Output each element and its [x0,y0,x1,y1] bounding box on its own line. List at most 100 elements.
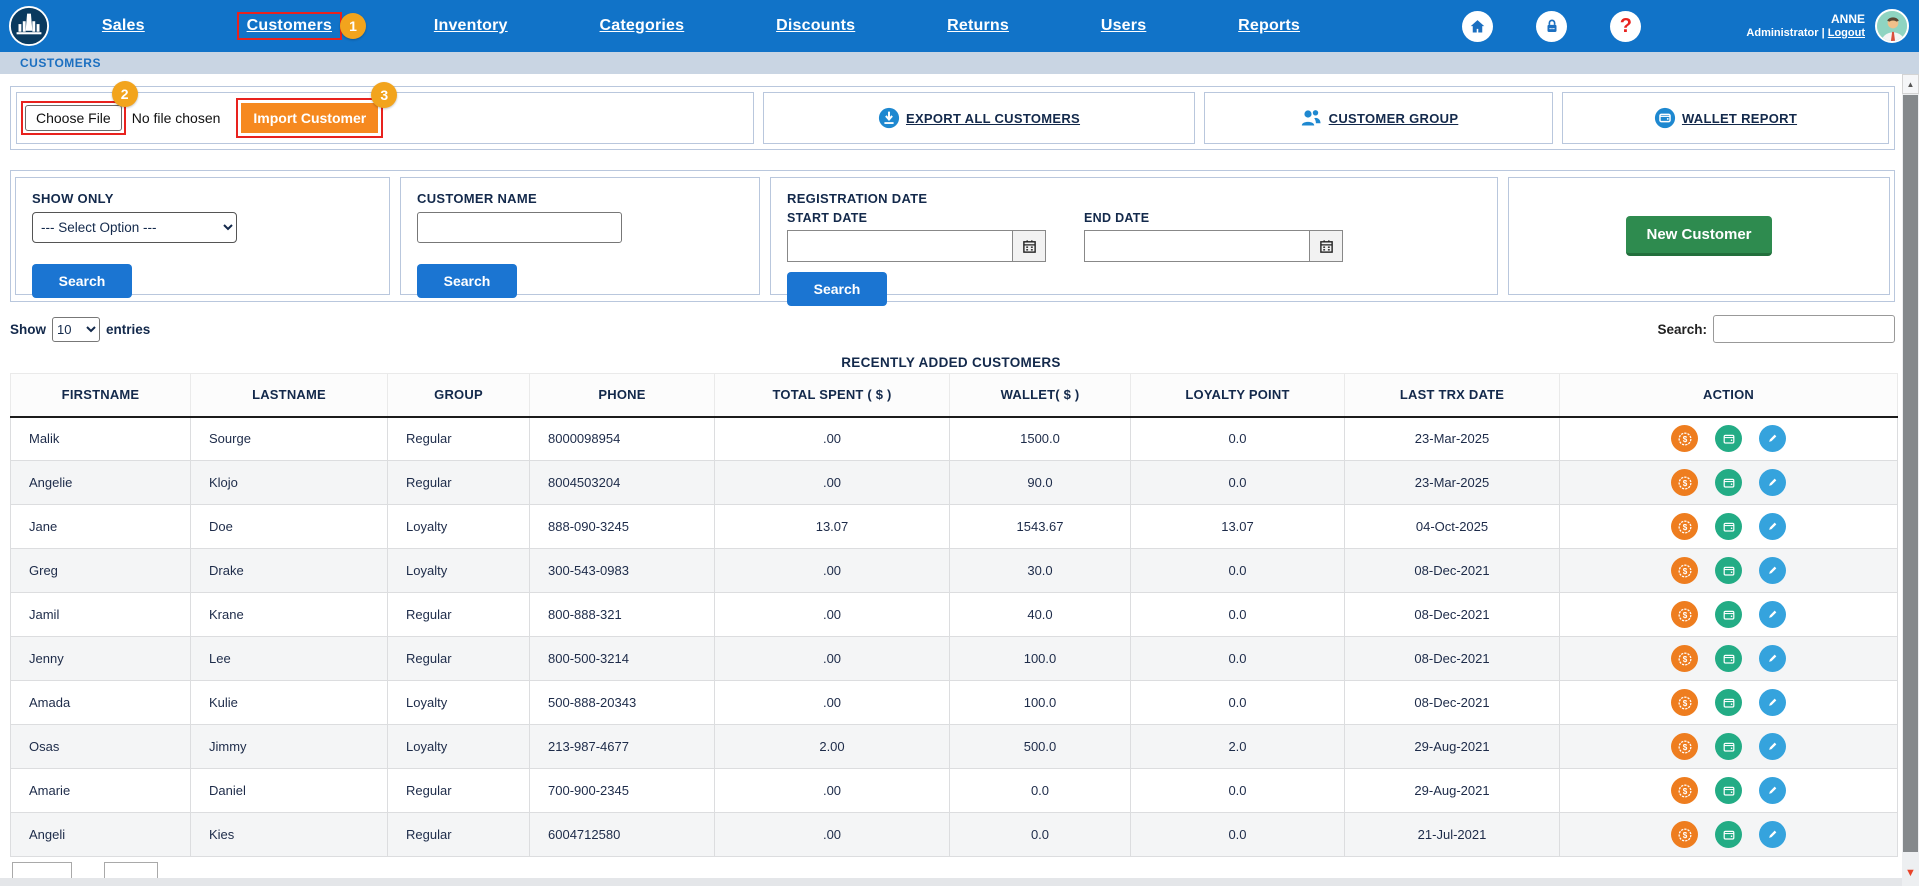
import-customer-button[interactable]: Import Customer [241,103,379,133]
cell-phone: 700-900-2345 [529,768,715,813]
customer-group-link[interactable]: CUSTOMER GROUP [1299,106,1459,130]
cell-action: $ [1559,812,1898,857]
show-only-select[interactable]: --- Select Option --- [32,212,237,243]
app-logo-icon[interactable] [8,5,50,47]
user-avatar[interactable] [1875,9,1909,43]
loyalty-coin-icon[interactable]: $ [1671,689,1698,716]
page-size-select[interactable]: 10 [52,316,100,342]
wallet-report-section: WALLET REPORT [1562,92,1889,144]
start-date-calendar-icon[interactable] [1012,230,1046,262]
cell-wallet: 40.0 [949,592,1131,637]
logout-link[interactable]: Logout [1827,26,1865,39]
edit-pencil-icon[interactable] [1759,469,1786,496]
edit-pencil-icon[interactable] [1759,645,1786,672]
table-search-input[interactable] [1713,315,1895,343]
wallet-action-icon[interactable] [1715,513,1742,540]
edit-pencil-icon[interactable] [1759,689,1786,716]
vertical-scrollbar[interactable]: ▲ ▼ [1902,74,1919,886]
col-loyalty-point[interactable]: LOYALTY POINT [1130,373,1345,418]
customer-name-input[interactable] [417,212,622,243]
cell-last-trx-date: 29-Aug-2021 [1344,724,1560,769]
end-date-input[interactable] [1084,230,1309,262]
nav-item-discounts[interactable]: Discounts [776,17,856,34]
loyalty-coin-icon[interactable]: $ [1671,733,1698,760]
cell-lastname: Klojo [190,460,388,505]
download-icon [878,107,900,129]
cell-firstname: Angelie [10,460,191,505]
export-all-customers-link[interactable]: EXPORT ALL CUSTOMERS [878,107,1080,129]
col-total-spent[interactable]: TOTAL SPENT ( $ ) [714,373,950,418]
wallet-action-icon[interactable] [1715,733,1742,760]
new-customer-button[interactable]: New Customer [1626,216,1772,256]
edit-pencil-icon[interactable] [1759,557,1786,584]
col-phone[interactable]: PHONE [529,373,715,418]
cell-loyalty-point: 13.07 [1130,504,1345,549]
loyalty-coin-icon[interactable]: $ [1671,645,1698,672]
svg-text:$: $ [1682,742,1687,751]
nav-item-categories[interactable]: Categories [599,17,685,34]
col-action[interactable]: ACTION [1559,373,1898,418]
nav-item-returns[interactable]: Returns [947,17,1009,34]
scrollbar-thumb[interactable] [1903,95,1918,852]
nav-item-inventory[interactable]: Inventory [433,17,508,34]
cell-group: Regular [387,636,530,681]
edit-pencil-icon[interactable] [1759,601,1786,628]
cell-group: Regular [387,460,530,505]
choose-file-button[interactable]: Choose File [25,105,122,131]
cell-lastname: Drake [190,548,388,593]
lock-icon[interactable] [1536,10,1568,42]
loyalty-coin-icon[interactable]: $ [1671,777,1698,804]
nav-item-reports[interactable]: Reports [1238,17,1301,34]
start-date-input[interactable] [787,230,1012,262]
customer-name-search-button[interactable]: Search [417,264,517,298]
cell-phone: 800-888-321 [529,592,715,637]
loyalty-coin-icon[interactable]: $ [1671,601,1698,628]
wallet-action-icon[interactable] [1715,469,1742,496]
col-last-trx-date[interactable]: LAST TRX DATE [1344,373,1560,418]
scrollbar-down-arrow[interactable]: ▼ [1905,867,1916,879]
import-customer-highlight: Import Customer 3 [236,82,398,138]
main-content: Choose File 2 No file chosen Import Cust… [0,74,1902,886]
col-lastname[interactable]: LASTNAME [190,373,388,418]
cell-loyalty-point: 0.0 [1130,680,1345,725]
cell-group: Regular [387,812,530,857]
registration-date-search-button[interactable]: Search [787,272,887,306]
scrollbar-up-arrow[interactable]: ▲ [1902,74,1919,94]
nav-item-customers[interactable]: Customers [246,17,332,34]
wallet-action-icon[interactable] [1715,645,1742,672]
edit-pencil-icon[interactable] [1759,821,1786,848]
wallet-action-icon[interactable] [1715,557,1742,584]
wallet-action-icon[interactable] [1715,601,1742,628]
nav-item-users[interactable]: Users [1100,17,1147,34]
cell-wallet: 90.0 [949,460,1131,505]
wallet-action-icon[interactable] [1715,689,1742,716]
wallet-action-icon[interactable] [1715,425,1742,453]
cell-total-spent: 13.07 [714,504,950,549]
cell-group: Loyalty [387,680,530,725]
new-customer-section: New Customer [1508,177,1890,295]
loyalty-coin-icon[interactable]: $ [1671,513,1698,540]
loyalty-coin-icon[interactable]: $ [1671,469,1698,496]
loyalty-coin-icon[interactable]: $ [1671,557,1698,584]
edit-pencil-icon[interactable] [1759,513,1786,540]
loyalty-coin-icon[interactable]: $ [1671,821,1698,848]
edit-pencil-icon[interactable] [1759,733,1786,760]
col-firstname[interactable]: FIRSTNAME [10,373,191,418]
wallet-action-icon[interactable] [1715,821,1742,848]
home-icon[interactable] [1462,10,1494,42]
edit-pencil-icon[interactable] [1759,777,1786,804]
wallet-report-link[interactable]: WALLET REPORT [1654,107,1797,129]
wallet-action-icon[interactable] [1715,777,1742,804]
loyalty-coin-icon[interactable]: $ [1671,425,1698,453]
nav-item-sales[interactable]: Sales [101,17,145,34]
end-date-calendar-icon[interactable] [1309,230,1343,262]
edit-pencil-icon[interactable] [1759,425,1786,453]
col-group[interactable]: GROUP [387,373,530,418]
cell-last-trx-date: 23-Mar-2025 [1344,416,1560,461]
horizontal-scrollbar-track[interactable] [0,878,1902,886]
show-only-search-button[interactable]: Search [32,264,132,298]
col-wallet[interactable]: WALLET( $ ) [949,373,1131,418]
cell-last-trx-date: 08-Dec-2021 [1344,680,1560,725]
help-icon[interactable]: ? [1610,10,1642,42]
cell-lastname: Sourge [190,416,388,461]
